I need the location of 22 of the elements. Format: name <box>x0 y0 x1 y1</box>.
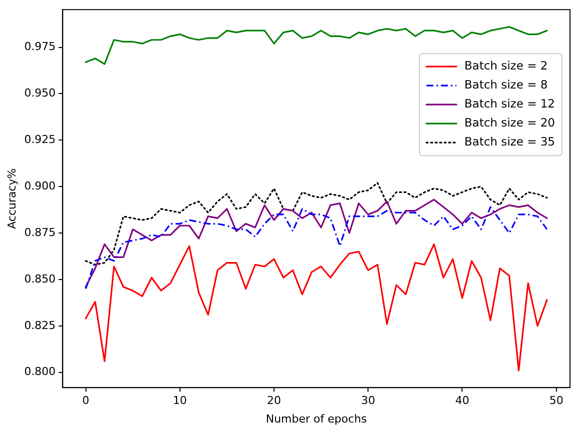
x-axis-title: Number of epochs <box>266 412 368 426</box>
y-tick-label: 0.800 <box>24 365 56 378</box>
legend-label: Batch size = 12 <box>464 96 556 111</box>
legend-label: Batch size = 2 <box>464 58 548 73</box>
y-axis-title: Accuracy% <box>5 168 18 229</box>
y-tick-label: 0.950 <box>24 86 56 100</box>
x-tick-label: 10 <box>172 394 187 408</box>
y-tick-label: 0.850 <box>24 272 56 286</box>
legend-label: Batch size = 35 <box>464 134 556 149</box>
legend-label: Batch size = 8 <box>464 78 548 92</box>
legend-label: Batch size = 20 <box>464 116 556 130</box>
y-tick-label: 0.825 <box>24 318 56 332</box>
y-tick-label: 0.925 <box>24 133 56 146</box>
y-tick-label: 0.900 <box>24 179 56 192</box>
x-tick-label: 50 <box>549 394 564 408</box>
line-series <box>84 182 548 266</box>
y-tick-label: 0.975 <box>24 40 56 54</box>
x-tick-label: 30 <box>361 394 376 408</box>
y-tick-label: 0.875 <box>24 226 56 239</box>
x-tick-label: 40 <box>455 394 470 408</box>
x-tick-label: 0 <box>82 394 90 408</box>
x-tick-label: 20 <box>266 394 281 408</box>
